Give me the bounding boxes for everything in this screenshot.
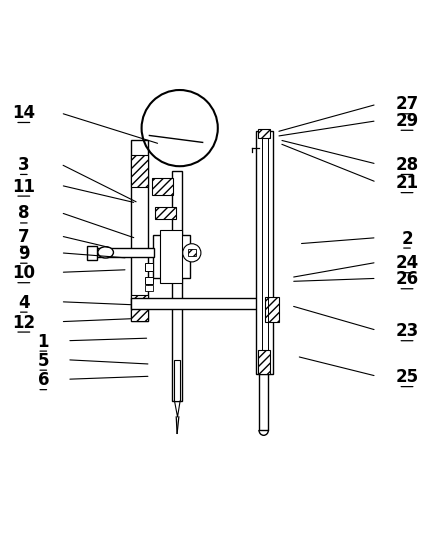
Text: 23: 23 <box>395 322 419 340</box>
Text: 5: 5 <box>38 352 49 370</box>
Text: 7: 7 <box>18 228 29 246</box>
Text: 21: 21 <box>395 174 419 192</box>
Bar <box>172 171 182 401</box>
Bar <box>188 249 196 256</box>
Text: 9: 9 <box>18 245 29 263</box>
Circle shape <box>183 244 201 262</box>
Text: 28: 28 <box>395 156 419 174</box>
Bar <box>256 131 273 374</box>
Bar <box>131 295 148 321</box>
Bar <box>145 276 153 284</box>
Bar <box>153 235 190 278</box>
Text: 29: 29 <box>395 112 419 130</box>
Text: 8: 8 <box>18 204 29 223</box>
Bar <box>265 296 279 322</box>
Text: 3: 3 <box>18 156 29 174</box>
Bar <box>145 285 153 291</box>
Text: 14: 14 <box>12 104 36 122</box>
Text: 25: 25 <box>395 368 419 386</box>
Bar <box>155 207 176 219</box>
Bar <box>92 248 154 257</box>
Ellipse shape <box>98 247 113 258</box>
Bar <box>131 155 148 188</box>
Text: 1: 1 <box>38 332 49 351</box>
Bar <box>160 230 182 282</box>
Bar <box>131 298 275 309</box>
Bar <box>87 246 97 260</box>
Bar <box>174 360 180 401</box>
Text: 10: 10 <box>12 264 36 282</box>
Bar <box>259 374 268 430</box>
Text: 6: 6 <box>38 371 49 389</box>
Bar <box>258 350 270 374</box>
Bar <box>152 178 173 195</box>
Bar <box>145 263 153 271</box>
Text: 24: 24 <box>395 254 419 272</box>
Text: 12: 12 <box>12 314 36 331</box>
Bar <box>131 140 148 321</box>
Bar <box>258 129 270 138</box>
Text: 11: 11 <box>12 178 36 195</box>
Text: 26: 26 <box>395 270 419 288</box>
Text: 4: 4 <box>18 294 29 311</box>
Text: 2: 2 <box>401 230 413 248</box>
Text: 27: 27 <box>395 95 419 113</box>
